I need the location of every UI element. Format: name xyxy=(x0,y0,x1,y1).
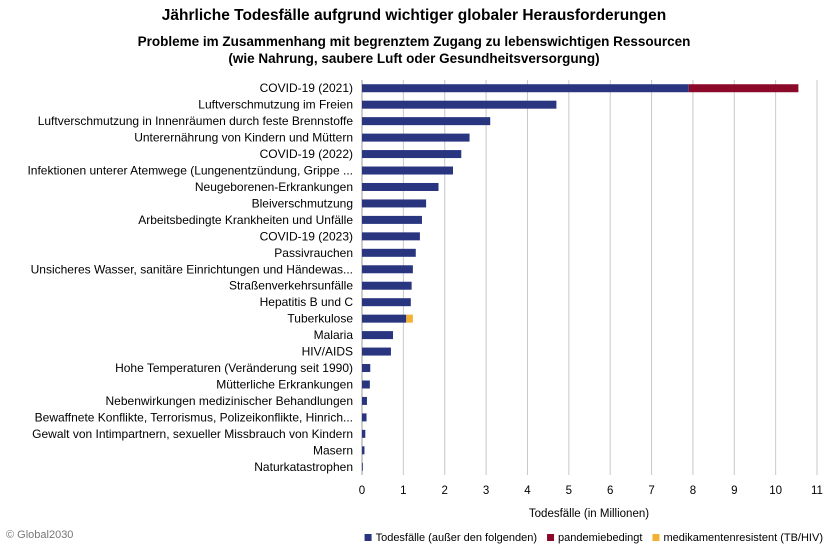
bar-0-22 xyxy=(362,446,365,455)
x-axis-title: Todesfälle (in Millionen) xyxy=(529,508,649,520)
bar-0-3 xyxy=(362,133,470,142)
legend-swatch xyxy=(652,534,660,541)
category-label: Passivrauchen xyxy=(274,246,353,260)
bar-0-16 xyxy=(362,347,391,356)
category-label: Straßenverkehrsunfälle xyxy=(229,279,353,293)
category-label: Unsicheres Wasser, sanitäre Einrichtunge… xyxy=(31,262,353,276)
x-tick-label: 2 xyxy=(442,485,448,497)
category-label: Malaria xyxy=(314,328,354,342)
category-label: Neugeborenen-Erkrankungen xyxy=(195,180,353,194)
bar-0-9 xyxy=(362,232,420,241)
category-label: Hepatitis B und C xyxy=(260,295,354,309)
bar-0-15 xyxy=(362,331,394,340)
bar-0-11 xyxy=(362,265,413,274)
x-tick-label: 7 xyxy=(648,485,654,497)
bar-0-5 xyxy=(362,166,453,175)
x-tick-label: 5 xyxy=(566,485,572,497)
x-tick-label: 3 xyxy=(483,485,489,497)
x-tick-label: 9 xyxy=(731,485,737,497)
bar-0-2 xyxy=(362,117,491,126)
gridlines xyxy=(361,80,818,475)
bar-2-14 xyxy=(406,314,413,323)
bar-0-10 xyxy=(362,248,416,257)
bar-0-18 xyxy=(362,380,370,389)
bar-0-7 xyxy=(362,199,427,208)
bar-0-19 xyxy=(362,396,367,405)
bar-0-4 xyxy=(362,150,462,159)
category-label: HIV/AIDS xyxy=(302,345,353,359)
category-label: COVID-19 (2023) xyxy=(260,229,353,243)
category-label: Bleiverschmutzung xyxy=(252,196,353,210)
x-tick-label: 1 xyxy=(400,485,406,497)
category-label: Unterernährung von Kindern und Müttern xyxy=(134,131,353,145)
bar-0-6 xyxy=(362,182,439,191)
bar-0-17 xyxy=(362,364,371,373)
category-label: Naturkatastrophen xyxy=(254,460,353,474)
x-tick-label: 0 xyxy=(359,485,365,497)
x-tick-label: 4 xyxy=(524,485,531,497)
bar-0-21 xyxy=(362,429,366,438)
bar-0-20 xyxy=(362,413,367,422)
category-label: Hohe Temperaturen (Veränderung seit 1990… xyxy=(115,361,353,375)
bar-0-23 xyxy=(362,462,363,471)
category-label: Luftverschmutzung in Innenräumen durch f… xyxy=(38,114,354,128)
category-label: Arbeitsbedingte Krankheiten und Unfälle xyxy=(138,213,353,227)
chart-title: Jährliche Todesfälle aufgrund wichtiger … xyxy=(162,7,666,24)
legend-swatch xyxy=(547,534,555,541)
legend: medikamentenresistent (TB/HIV) pandemiebe… xyxy=(364,532,823,544)
bar-1-0 xyxy=(688,84,799,93)
category-labels: COVID-19 (2021) Luftverschmutzung im Frei… xyxy=(27,81,353,474)
category-label: Masern xyxy=(313,443,353,457)
category-label: Infektionen unterer Atemwege (Lungenentz… xyxy=(27,164,353,178)
category-label: COVID-19 (2022) xyxy=(260,147,353,161)
bar-0-0 xyxy=(362,84,689,93)
legend-swatch xyxy=(364,534,372,541)
category-label: Nebenwirkungen medizinischer Behandlunge… xyxy=(106,394,354,408)
x-tick-label: 8 xyxy=(690,485,696,497)
chart-subtitle-line-1: Probleme im Zusammenhang mit begrenztem … xyxy=(138,34,691,49)
legend-label: medikamentenresistent (TB/HIV) xyxy=(663,532,823,544)
x-tick-label: 6 xyxy=(607,485,613,497)
bar-0-14 xyxy=(362,314,407,323)
bar-0-13 xyxy=(362,298,411,307)
x-tick-label: 11 xyxy=(811,485,823,497)
x-tick-labels: 0 1 2 3 4 5 6 7 8 9 10 11 xyxy=(359,485,823,497)
category-label: COVID-19 (2021) xyxy=(260,81,353,95)
category-label: Luftverschmutzung im Freien xyxy=(198,98,353,112)
bars xyxy=(362,84,799,471)
chart-subtitle-line-2: (wie Nahrung, saubere Luft oder Gesundhe… xyxy=(228,51,599,66)
category-label: Tuberkulose xyxy=(287,312,353,326)
category-label: Gewalt von Intimpartnern, sexueller Miss… xyxy=(32,427,353,441)
bar-0-8 xyxy=(362,215,422,224)
bar-0-1 xyxy=(362,100,557,109)
category-label: Mütterliche Erkrankungen xyxy=(216,377,353,391)
x-tick-label: 10 xyxy=(769,485,782,497)
legend-label: pandemiebedingt xyxy=(558,532,642,544)
bar-0-12 xyxy=(362,281,412,290)
legend-label: Todesfälle (außer den folgenden) xyxy=(376,532,537,544)
category-label: Bewaffnete Konflikte, Terrorismus, Poliz… xyxy=(35,410,353,424)
copyright-text: © Global2030 xyxy=(6,529,73,541)
